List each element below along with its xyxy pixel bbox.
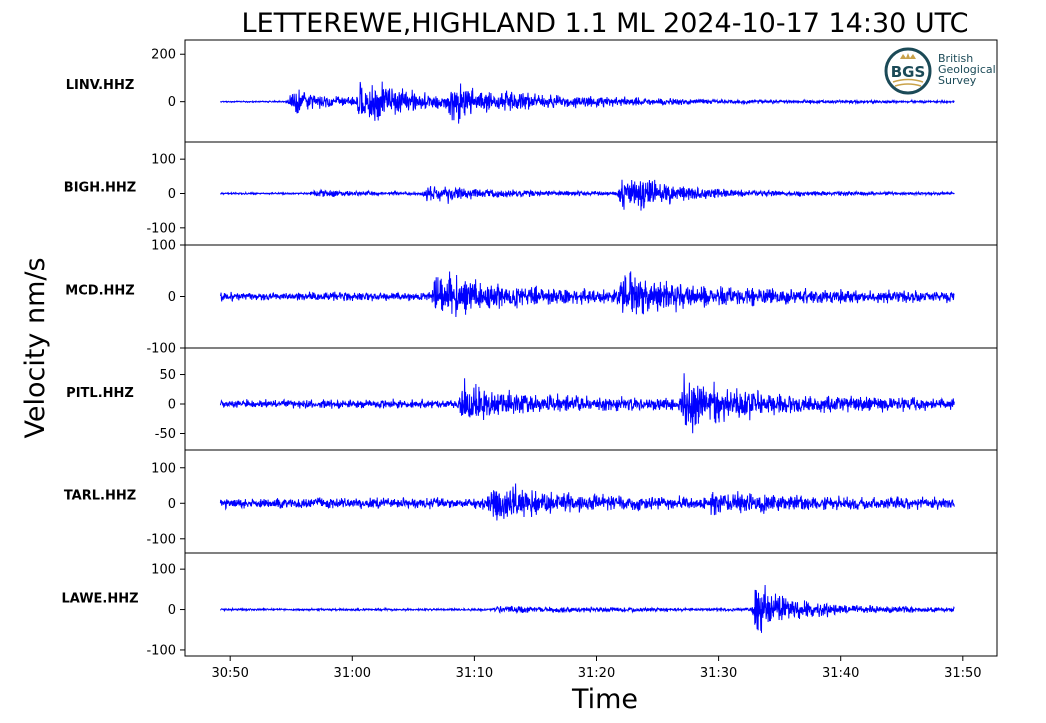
y-tick-label: -100 [146, 643, 176, 658]
waveform-trace [219, 584, 955, 633]
station-label: TARL.HHZ [64, 489, 136, 504]
panels-group: 200 0 LINV.HHZ 100 0 -100 BIGH.HHZ 100 0 -100 MCD.… [61, 39, 998, 658]
panel-lawe-hhz: 100 0 -100 LAWE.HHZ [61, 552, 998, 658]
panel-frame [184, 552, 998, 657]
y-tick-label: 100 [151, 239, 176, 254]
waveform-trace [219, 373, 955, 434]
waveform-trace [219, 179, 955, 211]
logo-text-line: Geological [938, 63, 996, 76]
station-label: PITL.HHZ [66, 386, 134, 401]
x-tick-label: 31:00 [334, 666, 371, 681]
x-tick-label: 31:30 [700, 666, 737, 681]
panel-pitl-hhz: 50 0 -50 PITL.HHZ [66, 347, 998, 451]
panel-frame [184, 449, 998, 554]
logo-mark: BGS [891, 63, 926, 81]
station-label: BIGH.HHZ [64, 181, 136, 196]
panel-frame [184, 39, 998, 143]
x-axis: 30:50 31:00 31:10 31:20 31:30 31:40 31:50 [211, 656, 982, 681]
waveform-trace [220, 81, 955, 124]
y-tick-label: 0 [168, 95, 176, 110]
logo-strata-icon [892, 78, 924, 87]
y-axis-label: Velocity nm/s [20, 257, 51, 438]
waveform-trace [219, 271, 955, 318]
x-tick-label: 31:20 [578, 666, 615, 681]
station-label: MCD.HHZ [65, 284, 134, 299]
panel-linv-hhz: 200 0 LINV.HHZ [66, 39, 998, 143]
y-tick-label: -100 [146, 342, 176, 357]
logo-ring [884, 47, 932, 95]
y-tick-label: -50 [155, 427, 176, 442]
logo-text-line: British [938, 52, 973, 65]
x-axis-label: Time [571, 684, 638, 715]
crown-icon [900, 53, 916, 59]
waveform-trace [219, 483, 955, 521]
y-tick-label: -100 [146, 532, 176, 547]
logo-text-line: Survey [938, 74, 977, 87]
chart-title: LETTEREWE,HIGHLAND 1.1 ML 2024-10-17 14:… [242, 8, 969, 39]
y-tick-label: 200 [151, 48, 176, 63]
y-tick-label: 0 [168, 398, 176, 413]
x-tick-label: 31:40 [822, 666, 859, 681]
panel-tarl-hhz: 100 0 -100 TARL.HHZ [64, 449, 998, 554]
y-tick-label: 50 [159, 368, 176, 383]
panel-mcd-hhz: 100 0 -100 MCD.HHZ [65, 239, 998, 357]
y-tick-label: 100 [151, 563, 176, 578]
y-tick-label: 0 [168, 290, 176, 305]
y-tick-label: 100 [151, 153, 176, 168]
station-label: LINV.HHZ [66, 78, 135, 93]
x-tick-label: 31:50 [944, 666, 981, 681]
y-tick-label: 0 [168, 187, 176, 202]
y-tick-label: 0 [168, 603, 176, 618]
y-tick-label: 0 [168, 497, 176, 512]
y-tick-label: -100 [146, 221, 176, 236]
y-tick-label: 100 [151, 461, 176, 476]
x-tick-label: 31:10 [456, 666, 493, 681]
panel-bigh-hhz: 100 0 -100 BIGH.HHZ [64, 141, 998, 246]
station-label: LAWE.HHZ [61, 592, 138, 607]
x-tick-label: 30:50 [211, 666, 248, 681]
